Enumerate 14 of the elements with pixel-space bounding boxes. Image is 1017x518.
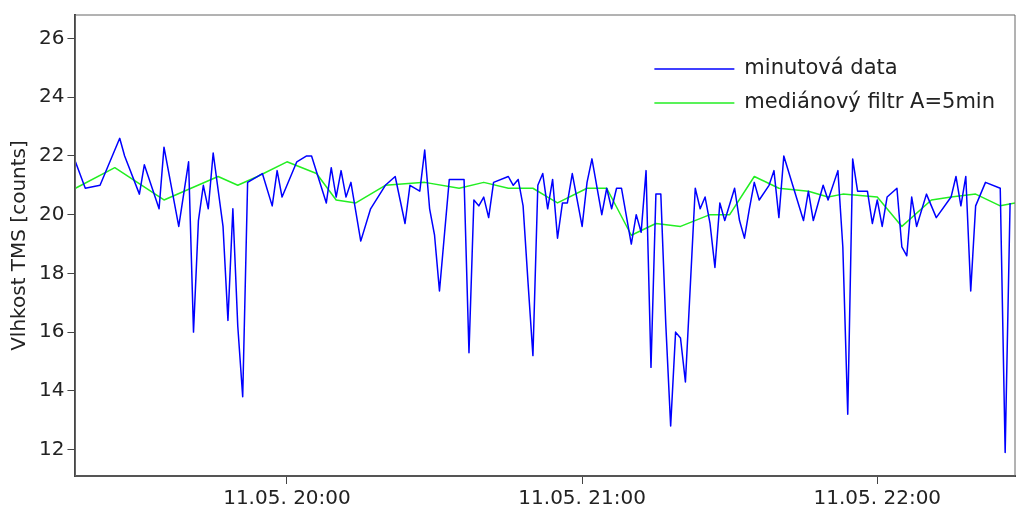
y-tick-label: 16 <box>39 318 65 343</box>
y-tick-label: 14 <box>39 377 65 402</box>
y-tick-label: 18 <box>39 259 65 284</box>
legend-label: mediánový filtr A=5min <box>744 89 996 114</box>
x-tick-label: 11.05. 20:00 <box>223 485 351 510</box>
y-tick-label: 12 <box>39 435 65 460</box>
y-tick-label: 26 <box>39 24 65 49</box>
legend-label: minutová data <box>744 55 898 80</box>
x-tick-label: 11.05. 22:00 <box>813 485 942 510</box>
y-tick-label: 20 <box>39 200 65 225</box>
x-tick-label: 11.05. 21:00 <box>518 485 646 510</box>
y-tick-label: 22 <box>39 142 65 167</box>
y-axis-title: Vlhkost TMS [counts] <box>6 140 31 351</box>
y-tick-label: 24 <box>39 83 65 108</box>
